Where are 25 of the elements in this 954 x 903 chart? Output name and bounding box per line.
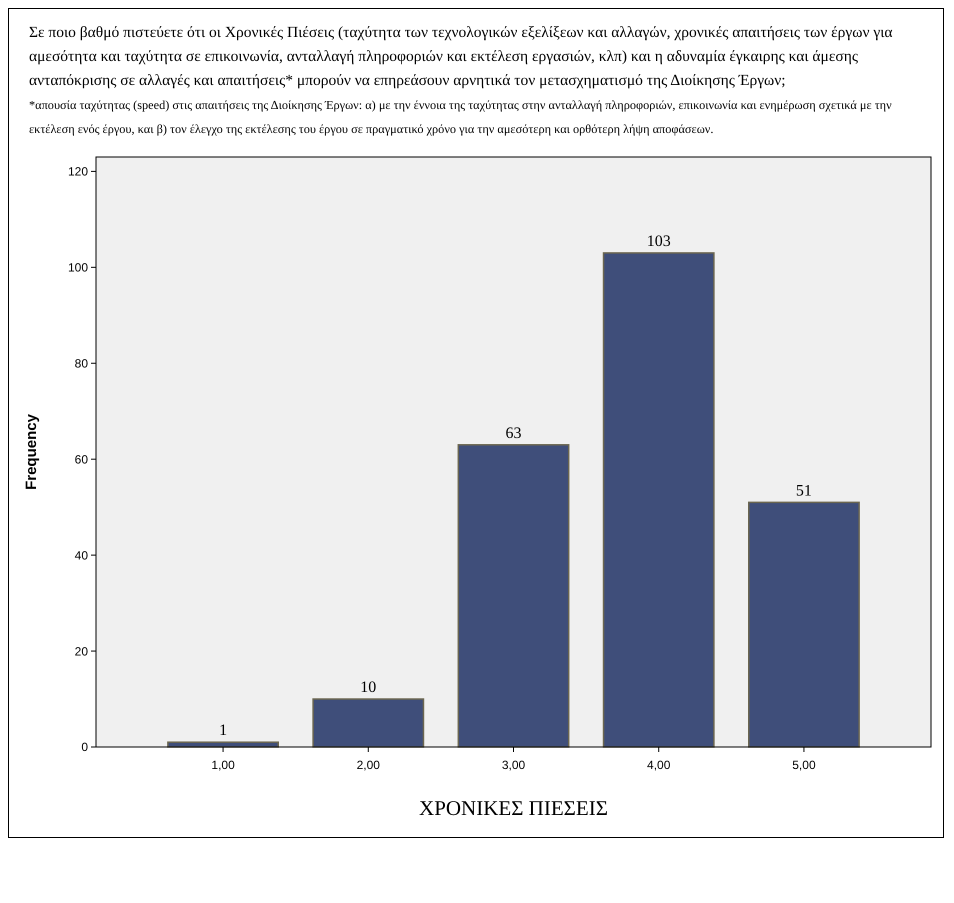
y-tick-label: 60 (74, 452, 88, 466)
y-tick-label: 40 (74, 548, 88, 562)
x-tick-label: 2,00 (356, 758, 380, 772)
data-label: 103 (646, 232, 671, 250)
data-label: 1 (219, 722, 228, 740)
data-label: 51 (796, 482, 812, 500)
bar (312, 698, 424, 748)
y-tick-label: 80 (74, 356, 88, 370)
bar (458, 444, 570, 748)
chart-title: Σε ποιο βαθμό πιστεύετε ότι οι Χρονικές Πιέσεις (ταχύτητα των τεχνολογικών εξελίξεων και αλλαγών, χρονικές απαιτήσεις των έργων για αμεσότητα και ταχύτητα σε επικοινωνία, ανταλλαγή πληροφοριών και εκτέλεση εργασιών, κλπ) και η αδυναμία έγκαιρης και άμεσης ανταπόκρισης σε αλλαγές και απαιτήσεις* μπορούν να επηρεάσουν αρνητικά τον μετασχηματισμό της Διοίκησης Έργων; (29, 23, 894, 91)
x-tick-label: 4,00 (647, 758, 671, 772)
x-tick-label: 3,00 (502, 758, 526, 772)
chart-subtitle: *απουσία ταχύτητας (speed) στις απαιτήσεις της Διοίκησης Έργων: α) με την έννοια της ταχύτητας στην ανταλλαγή πληροφοριών, επικοινωνία και ενημέρωση σχετικά με την εκτέλεση ενός έργου, και β) τον έλεγχο της εκτέλεσης του έργου σε πραγματικό χρόνο για την αμεσότερη και ορθότερη λήψη αποφάσεων. (29, 97, 893, 138)
bar (602, 252, 715, 748)
x-tick-label: 1,00 (211, 758, 236, 772)
y-tick-label: 100 (68, 260, 88, 275)
y-axis-title: Frequency (23, 413, 40, 490)
y-tick-label: 20 (74, 644, 88, 658)
data-label: 10 (360, 679, 376, 696)
x-tick-label: 5,00 (792, 758, 816, 772)
y-tick-label: 0 (81, 740, 88, 754)
bar (748, 502, 860, 748)
y-tick-label: 120 (68, 164, 88, 179)
data-label: 63 (506, 424, 522, 442)
x-axis-title: ΧΡΟΝΙΚΕΣ ΠΙΕΣΕΙΣ (419, 796, 608, 820)
